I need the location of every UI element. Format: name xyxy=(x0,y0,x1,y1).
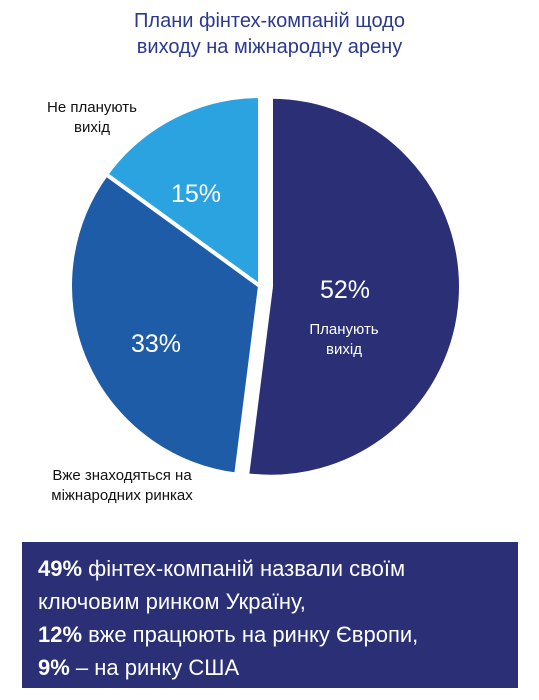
summary-line-3: 12% вже працюють на ринку Європи, xyxy=(38,618,504,651)
slice-value-label-3: 15% xyxy=(171,180,221,208)
slice-category-label-line: Вже знаходяться на xyxy=(52,467,192,484)
summary-text-2: ключовим ринком Україну, xyxy=(38,589,306,614)
chart-title-line-2: виходу на міжнародну арену xyxy=(136,36,403,58)
summary-text-1: фінтех-компаній назвали своїм xyxy=(82,556,406,581)
summary-box: 49% фінтех-компаній назвали своїм ключов… xyxy=(22,542,518,688)
pie-slice-3 xyxy=(104,94,262,288)
chart-title: Плани фінтех-компаній щодо виходу на між… xyxy=(0,8,539,60)
summary-highlight-4: 9% xyxy=(38,655,70,680)
summary-text-3: вже працюють на ринку Європи, xyxy=(82,622,419,647)
slice-category-label-line: Не планують xyxy=(47,99,137,116)
pie-slice-2 xyxy=(68,172,262,477)
slice-category-label-1: Планують вихід xyxy=(309,321,378,358)
slice-category-label-line: вихід xyxy=(326,341,362,358)
slice-value-label-1: 52% xyxy=(320,276,370,304)
summary-text-4: – на ринку США xyxy=(69,655,240,680)
pie-chart: 52% Планують вихід 33% Вже знаходяться на між… xyxy=(47,94,463,504)
slice-category-label-2: Вже знаходяться на міжнародних ринках xyxy=(51,467,193,504)
slice-value-label-2: 33% xyxy=(131,330,181,358)
slice-category-label-line: міжнародних ринках xyxy=(51,487,193,504)
summary-highlight-1: 49% xyxy=(38,556,83,581)
slice-category-label-line: Планують xyxy=(309,321,378,338)
summary-highlight-3: 12% xyxy=(38,622,83,647)
summary-line-4: 9% – на ринку США xyxy=(38,651,504,684)
summary-line-2: ключовим ринком Україну, xyxy=(38,585,504,618)
slice-category-label-3: Не планують вихід xyxy=(47,99,137,136)
summary-line-1: 49% фінтех-компаній назвали своїм xyxy=(38,552,504,585)
chart-title-line-1: Плани фінтех-компаній щодо xyxy=(134,10,405,32)
pie-slice-1 xyxy=(245,94,463,479)
slice-category-label-line: вихід xyxy=(74,119,110,136)
